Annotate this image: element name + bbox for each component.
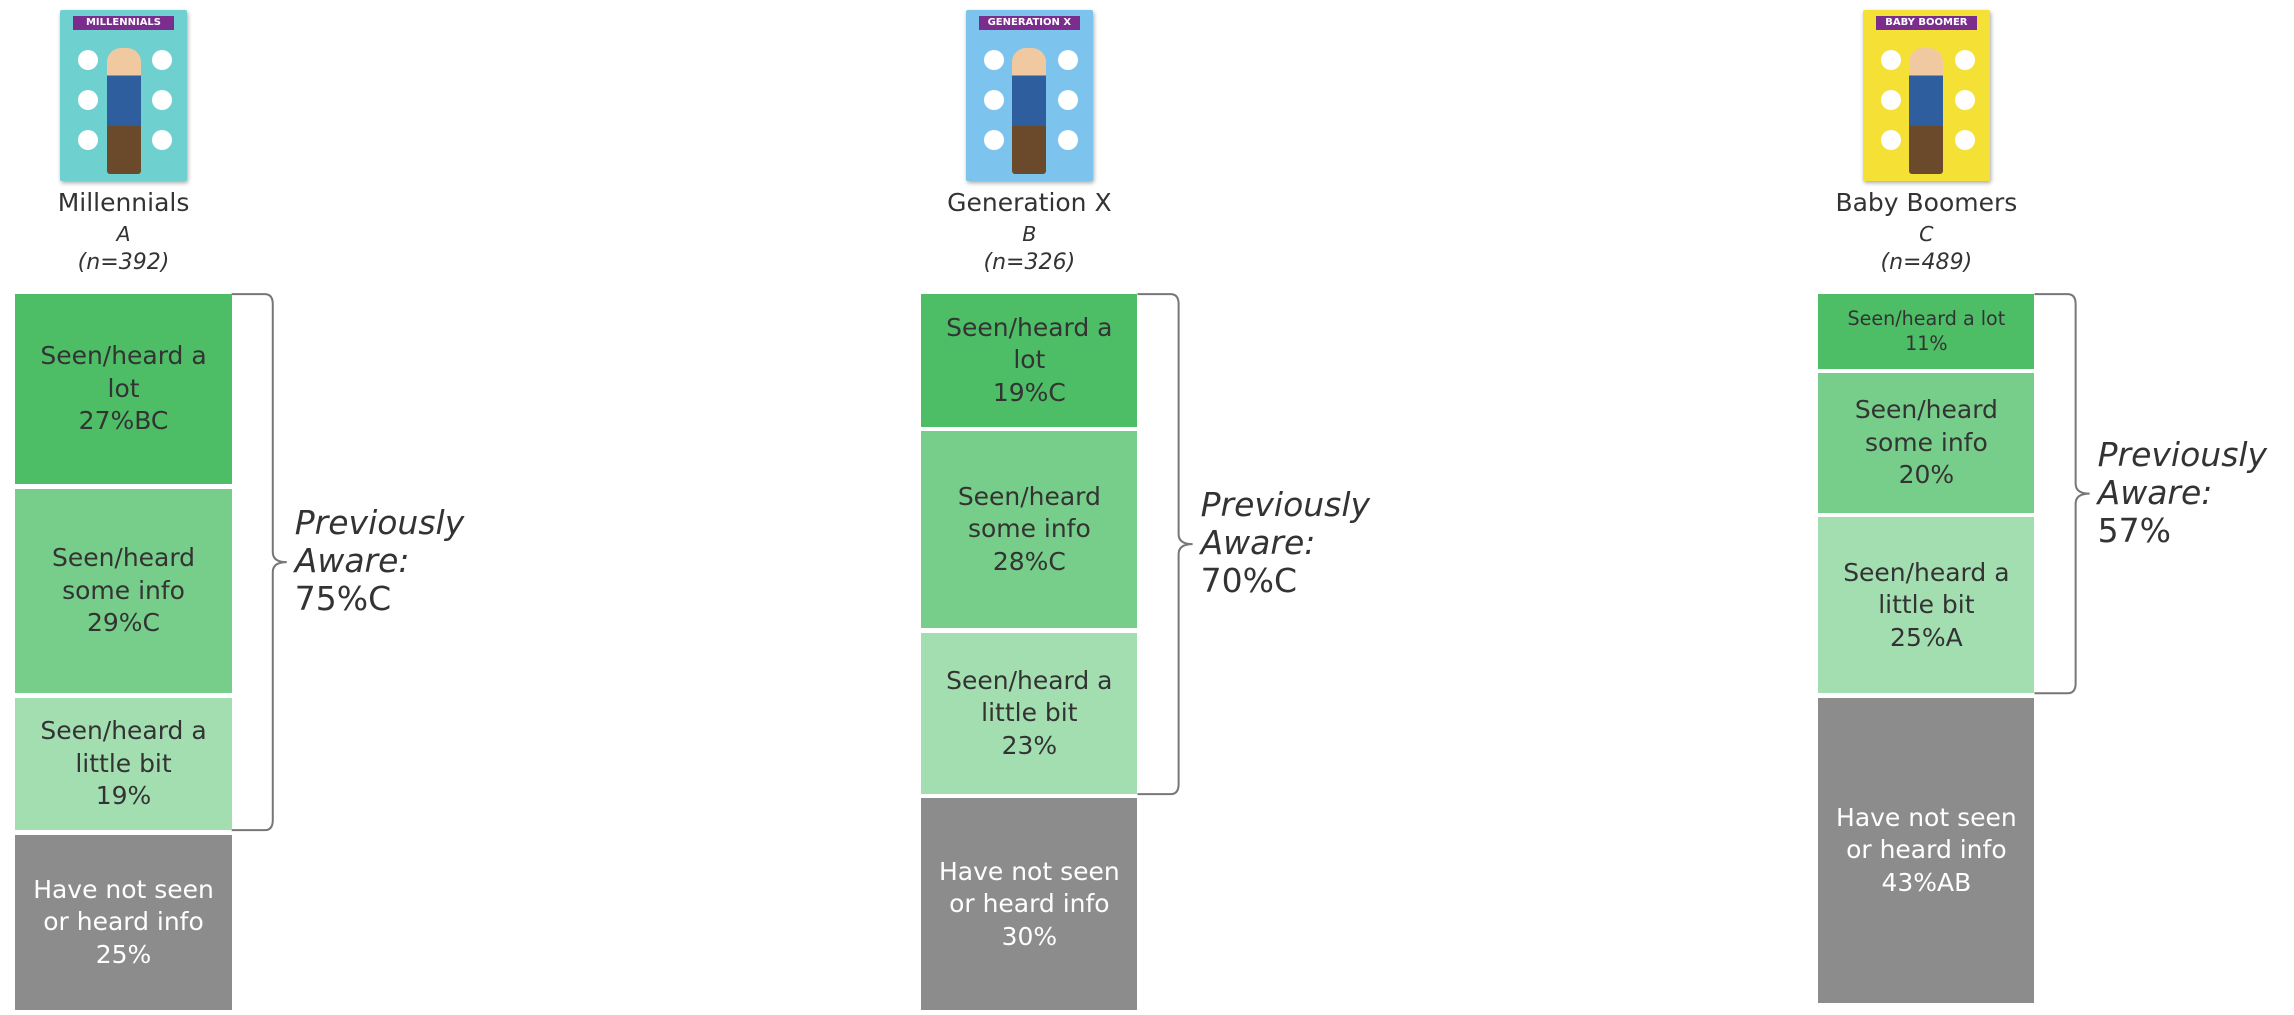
icon	[78, 90, 99, 111]
bar-segment: Seen/heard a lot 19%C	[921, 294, 1138, 427]
icon	[1058, 50, 1079, 71]
segment-value-label: 25%	[95, 939, 152, 969]
segment-label: Seen/heard a little bit	[1843, 557, 2010, 620]
icon	[1955, 90, 1976, 111]
segment-value-label: 11%	[1905, 331, 1948, 355]
brace	[231, 293, 287, 832]
aware-value: 70%C	[1200, 560, 1297, 600]
icon	[1881, 130, 1902, 151]
aware-label: Previously Aware:	[1200, 485, 1371, 563]
icon	[1955, 50, 1976, 71]
segment-label: Seen/heard some info	[51, 543, 196, 605]
aware-value: 57%	[2097, 510, 2171, 550]
aware-block: Previously Aware: 57%	[2097, 434, 2268, 550]
icon	[1058, 90, 1079, 111]
group-letter: B	[1022, 222, 1037, 247]
bar-segment: Seen/heard a lot 27%BC	[15, 294, 232, 485]
group-n: (n=326)	[983, 249, 1076, 275]
figure	[106, 48, 141, 175]
bar-segment: Have not seen or heard info 30%	[921, 798, 1138, 1011]
icon	[1881, 50, 1902, 71]
brace	[1137, 293, 1193, 796]
segment-label: Seen/heard a lot	[40, 341, 207, 403]
segment-label: Have not seen or heard info	[33, 874, 214, 937]
aware-block: Previously Aware: 75%C	[295, 504, 465, 618]
brace	[2034, 293, 2090, 695]
segment-label: Have not seen or heard info	[939, 856, 1120, 919]
segment-label: Have not seen or heard info	[1836, 802, 2017, 865]
icon	[1881, 90, 1902, 111]
poster-title: BABY BOOMER	[1875, 16, 1977, 31]
aware-value: 75%C	[294, 578, 392, 618]
segment-value-label: 25%A	[1890, 622, 1963, 652]
bar-segment: Have not seen or heard info 25%	[15, 834, 232, 1011]
segment-value-label: 27%BC	[78, 406, 169, 436]
segment-label: Seen/heard a little bit	[946, 665, 1113, 728]
icon	[984, 50, 1005, 71]
figure	[1909, 48, 1944, 175]
aware-label: Previously Aware:	[2097, 434, 2268, 512]
segment-label: Seen/heard some info	[1854, 395, 1998, 457]
icon	[1058, 130, 1079, 151]
aware-block: Previously Aware: 70%C	[1201, 486, 1371, 600]
bar-segment: Seen/heard some info 20%	[1818, 373, 2035, 514]
segment-label: Seen/heard some info	[957, 481, 1101, 544]
poster-title: MILLENNIALS	[72, 16, 175, 31]
segment-value-label: 19%	[95, 781, 152, 811]
poster-image: MILLENNIALS	[60, 10, 187, 181]
bar-segment: Seen/heard a little bit 25%A	[1818, 517, 2035, 694]
icon	[984, 90, 1005, 111]
icon	[984, 130, 1005, 151]
group-n: (n=489)	[1880, 249, 1973, 275]
icon	[1955, 130, 1976, 151]
bar-segment: Seen/heard a lot 11%	[1818, 294, 2035, 369]
group-name: Generation X	[947, 188, 1112, 218]
aware-label: Previously Aware:	[294, 503, 465, 581]
segment-value-label: 43%AB	[1881, 867, 1972, 897]
segment-value-label: 29%C	[87, 608, 160, 638]
segment-value-label: 19%C	[992, 377, 1066, 407]
icon	[78, 130, 99, 151]
bar-segment: Seen/heard a little bit 19%	[15, 697, 232, 831]
segment-label: Seen/heard a lot	[946, 312, 1113, 375]
figure	[1012, 48, 1047, 175]
group-name: Millennials	[57, 188, 190, 218]
segment-value-label: 30%	[1001, 921, 1058, 951]
icon	[78, 50, 99, 71]
group-name: Baby Boomers	[1835, 188, 2018, 218]
icon	[152, 50, 173, 71]
icon	[152, 130, 173, 151]
bar-segment: Seen/heard some info 28%C	[921, 431, 1138, 629]
poster-image: BABY BOOMER	[1863, 10, 1990, 181]
segment-label: Seen/heard a little bit	[40, 716, 207, 778]
bar-segment: Have not seen or heard info 43%AB	[1818, 697, 2035, 1004]
segment-label: Seen/heard a lot	[1847, 306, 2006, 330]
segment-value-label: 23%	[1001, 730, 1058, 760]
icon	[152, 90, 173, 111]
poster-title: GENERATION X	[978, 16, 1080, 31]
segment-value-label: 28%C	[992, 546, 1066, 576]
poster-image: GENERATION X	[966, 10, 1093, 181]
group-n: (n=392)	[77, 249, 170, 275]
group-letter: A	[116, 222, 131, 247]
bar-segment: Seen/heard some info 29%C	[15, 488, 232, 694]
bar-segment: Seen/heard a little bit 23%	[921, 632, 1138, 795]
group-letter: C	[1919, 222, 1934, 247]
segment-value-label: 20%	[1898, 460, 1955, 490]
